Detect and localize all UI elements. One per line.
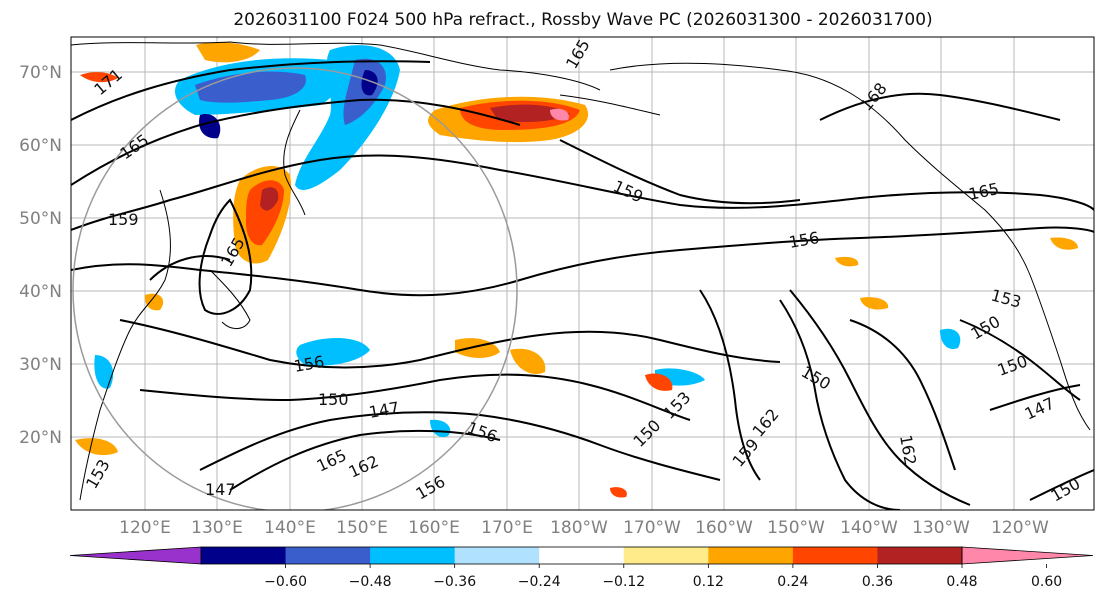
contour-12 [959, 319, 1081, 401]
shade-positive-east-pacific [860, 297, 889, 310]
coast-aleutians [559, 94, 661, 116]
contour-14 [1029, 469, 1094, 501]
lon-label-120e: 120°E [119, 518, 171, 538]
coast-kamchatka [283, 109, 306, 216]
contour-5 [119, 319, 781, 369]
shade-negative-east-pacific [940, 328, 961, 350]
contour-3 [71, 154, 1094, 231]
shade-positive-korea [144, 293, 164, 311]
shade-positive-ne-pacific [835, 256, 859, 267]
lon-label-120w: 120°W [991, 518, 1049, 538]
lon-label-160w: 160°W [695, 518, 753, 538]
contour-15 [699, 289, 761, 481]
shade-very-negative-bering [361, 70, 378, 96]
colorbar-tick-label: 0.36 [862, 574, 893, 590]
lat-label-30n: 30°N [19, 355, 62, 375]
contour-13 [989, 384, 1081, 411]
coast-north-america [609, 62, 1091, 431]
colorbar-segment [539, 547, 625, 564]
colorbar: −0.60 −0.48 −0.36 −0.24 −0.12 0.12 0.24 0.36 0.4… [69, 546, 1094, 590]
lon-label-150w: 150°W [767, 518, 825, 538]
shade-very-strong-positive-japan [260, 187, 279, 211]
colorbar-tick-label: 0.12 [693, 574, 724, 590]
coast-east-asia [79, 189, 171, 501]
shade-positive-south-china-sea [75, 438, 118, 456]
lon-label-160e: 160°E [408, 518, 460, 538]
contour-label: 147 [205, 480, 236, 499]
colorbar-segment [201, 547, 287, 564]
map-panel: 171 165 159 168 165 159 156 153 150 150 … [70, 36, 1095, 511]
contour-1 [71, 60, 431, 121]
shade-positive-central-pacific [645, 373, 673, 391]
contour-10 [789, 289, 971, 506]
colorbar-segment [792, 547, 878, 564]
colorbar-segments [69, 546, 1094, 565]
contour-17 [819, 92, 1061, 121]
lon-label-150e: 150°E [336, 518, 388, 538]
colorbar-tick-label: −0.24 [518, 574, 561, 590]
shade-positive-midpacific-2 [510, 348, 546, 374]
lon-label-170e: 170°E [481, 518, 533, 538]
colorbar-segment [370, 547, 456, 564]
colorbar-tick-label: −0.36 [433, 574, 476, 590]
colorbar-tick-label: −0.60 [264, 574, 307, 590]
coast-japan [209, 269, 251, 329]
lon-label-180: 180°W [550, 518, 608, 538]
lon-label-170w: 170°W [623, 518, 681, 538]
colorbar-tick-label: −0.48 [349, 574, 392, 590]
shade-very-strong-positive-aleutian [490, 104, 570, 122]
coast-siberia-north [71, 41, 601, 91]
shade-negative-china-coast [94, 355, 114, 389]
shade-extreme-positive-aleutian [550, 108, 569, 121]
contour-11 [849, 319, 956, 471]
coastlines [71, 41, 1091, 501]
lat-label-60n: 60°N [19, 136, 62, 156]
colorbar-tick-label: 0.24 [777, 574, 808, 590]
contour-7 [199, 411, 721, 481]
contour-16 [559, 139, 801, 205]
shade-positive-south [610, 487, 627, 498]
shade-positive-northwest [80, 72, 118, 83]
lon-label-130w: 130°W [912, 518, 970, 538]
map-title: 2026031100 F024 500 hPa refract., Rossby… [233, 10, 932, 30]
contour-9 [779, 299, 901, 510]
colorbar-segment [708, 547, 794, 564]
colorbar-segment [454, 547, 540, 564]
colorbar-segment [877, 547, 963, 564]
contour-label: 159 [108, 210, 139, 229]
shade-positive-siberia [196, 42, 260, 63]
lon-label-130e: 130°E [191, 518, 243, 538]
rossby-wave-shading [75, 42, 1078, 498]
longitude-labels: 120°E 130°E 140°E 150°E 160°E 170°E 180°… [119, 518, 1049, 538]
contour-8 [229, 429, 501, 491]
lat-label-50n: 50°N [19, 209, 62, 229]
colorbar-arrow-max [961, 546, 1094, 565]
colorbar-ticks: −0.60 −0.48 −0.36 −0.24 −0.12 0.12 0.24 0.36 0.4… [264, 564, 1062, 590]
shade-negative-pacific-west [296, 338, 370, 366]
lon-label-140w: 140°W [840, 518, 898, 538]
map-frame [70, 36, 1095, 511]
colorbar-segment [623, 547, 709, 564]
reference-circle [72, 67, 518, 510]
shade-positive-west-coast [1050, 237, 1078, 250]
contour-18-closed [198, 198, 253, 315]
lat-label-20n: 20°N [19, 428, 62, 448]
colorbar-tick-label: 0.48 [946, 574, 977, 590]
lat-label-40n: 40°N [19, 282, 62, 302]
contour-6 [139, 373, 691, 421]
lat-label-70n: 70°N [19, 63, 62, 83]
colorbar-segment [285, 547, 371, 564]
colorbar-frame [200, 546, 963, 565]
colorbar-tick-label: 0.60 [1031, 574, 1062, 590]
latitude-labels: 70°N 60°N 50°N 40°N 30°N 20°N [19, 63, 62, 448]
shade-very-negative-okhotsk [199, 114, 221, 139]
contour-4 [71, 226, 1094, 297]
lon-label-140e: 140°E [264, 518, 316, 538]
refractivity-contours [71, 60, 1094, 510]
contour-19 [149, 255, 231, 281]
colorbar-tick-label: −0.12 [602, 574, 645, 590]
colorbar-arrow-min [69, 546, 202, 565]
contour-label: 150 [318, 390, 349, 409]
contour-2 [71, 98, 521, 186]
